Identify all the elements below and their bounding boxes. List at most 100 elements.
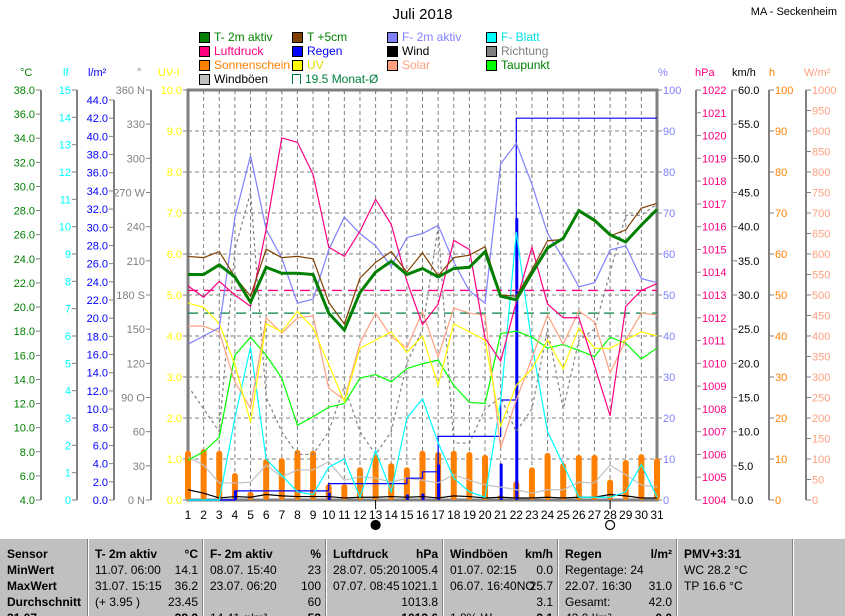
axis-tick-label: 9 [65, 249, 71, 261]
cell-value: 42.0 [648, 595, 672, 609]
statistics-table: Sensor MinWert MaxWert Durchschnitt 31.07. T-… [0, 538, 845, 616]
column-divider [326, 539, 327, 616]
axis-tick-label: 100 [812, 454, 830, 466]
sunshine-bar [482, 454, 489, 500]
axis-tick-label: 12.0 [14, 399, 35, 411]
legend-label: F- 2m aktiv [402, 30, 462, 44]
axis-tick-label: 18.0 [14, 326, 35, 338]
axis-tick-label: 25.0 [738, 324, 759, 336]
legend-swatch [199, 59, 210, 71]
column-divider [793, 539, 794, 616]
legend-label: 19.5 Monat-Ø [305, 72, 379, 86]
legend-item: Taupunkt [486, 58, 550, 72]
axis-unit-rain: l/m² [88, 67, 107, 79]
column-header: T- 2m aktiv [95, 547, 158, 561]
legend-label: Richtung [501, 44, 549, 58]
axis-tick-label: 30 [133, 461, 145, 473]
cell-label: 01.07. 02:15 [450, 563, 517, 577]
sunshine-bar [294, 449, 301, 500]
axis-unit-dir: ° [137, 67, 142, 79]
sunshine-bar [341, 484, 348, 500]
axis-tick-label: 24.0 [14, 254, 35, 266]
axis-tick-label: 360 N [116, 85, 145, 97]
x-tick-label: 8 [294, 508, 301, 522]
legend-item: Regen [292, 44, 342, 58]
column-header: PMV+3:31 [684, 547, 742, 561]
legend-label: Solar [402, 58, 431, 72]
legend-item: UV [292, 58, 324, 72]
series-line-richtung [187, 192, 658, 456]
axis-unit-temp: °C [20, 67, 33, 79]
axis-tick-label: 1006 [702, 449, 726, 461]
axis-tick-label: 0 [812, 495, 818, 507]
axis-tick-label: 20.0 [87, 313, 108, 325]
cell-label: (+ 3.95 ) [95, 595, 141, 609]
series-line-solar [188, 307, 658, 449]
axis-tick-label: 1014 [702, 267, 726, 279]
cell-value: 1013.8 [401, 595, 438, 609]
cell-label: Gesamt: [565, 595, 611, 609]
axis-tick-label: 22.0 [14, 278, 35, 290]
axis-tick-label: 4 [65, 386, 71, 398]
legend-item: Solar [387, 58, 430, 72]
x-tick-label: 20 [478, 508, 492, 522]
axis-tick-label: 6 [65, 331, 71, 343]
series-line-uv [187, 302, 658, 429]
axis-tick-label: 50 [775, 290, 787, 302]
cell-value: 1005.4 [401, 563, 438, 577]
sunshine-bar [466, 452, 473, 500]
column-header: F- 2m aktiv [210, 547, 273, 561]
cell-value: 1013.6 [333, 611, 438, 616]
series-line-f-blatt [188, 232, 658, 501]
axis-tick-label: 18.0 [87, 331, 108, 343]
axis-tick-label: 35.0 [738, 256, 759, 268]
axis-tick-label: 13 [59, 140, 71, 152]
axis-tick-label: 0 [663, 495, 669, 507]
legend-item: Luftdruck [199, 44, 263, 58]
axis-tick-label: 90 [775, 126, 787, 138]
axis-tick-label: 0 [65, 495, 71, 507]
axis-tick-label: 550 [812, 270, 830, 282]
axis-tick-label: 150 [812, 434, 830, 446]
axis-tick-label: 55.0 [738, 119, 759, 131]
axis-tick-label: 210 [127, 256, 145, 268]
axis-tick-label: 16.0 [87, 350, 108, 362]
legend-item: Sonnenschein [199, 58, 290, 72]
axis-tick-label: 3.0 [167, 372, 182, 384]
axis-tick-label: 850 [812, 147, 830, 159]
cell-value: 3.1 [450, 611, 553, 616]
axis-tick-label: 60 [663, 249, 675, 261]
axis-tick-label: 600 [812, 249, 830, 261]
legend-label: Taupunkt [501, 58, 550, 72]
axis-tick-label: 1016 [702, 222, 726, 234]
axis-tick-label: 26.0 [87, 259, 108, 271]
axis-tick-label: 1020 [702, 131, 726, 143]
axis-tick-label: 70 [775, 208, 787, 220]
axis-tick-label: 650 [812, 229, 830, 241]
legend-swatch [387, 59, 398, 71]
series-line-t-5cm [187, 202, 658, 326]
row-label: MaxWert [7, 579, 57, 593]
axis-tick-label: 34.0 [14, 133, 35, 145]
axis-tick-label: 10 [663, 454, 675, 466]
cell-label: 31.07. 15:15 [95, 579, 162, 593]
axis-tick-label: 30 [775, 372, 787, 384]
axis-tick-label: 450 [812, 311, 830, 323]
legend-swatch [199, 73, 210, 85]
axis-tick-label: 38.0 [14, 85, 35, 97]
axis-tick-label: 1.0 [167, 454, 182, 466]
axis-tick-label: 1012 [702, 313, 726, 325]
axis-tick-label: 10.0 [87, 404, 108, 416]
series-line-windb-en [187, 456, 658, 494]
x-tick-label: 25 [557, 508, 571, 522]
x-tick-label: 7 [278, 508, 285, 522]
axis-tick-label: 1019 [702, 153, 726, 165]
axis-unit-hum: % [658, 67, 668, 79]
column-header: Regen [565, 547, 602, 561]
axis-tick-label: 4.0 [20, 495, 35, 507]
axis-tick-label: 80 [663, 167, 675, 179]
axis-tick-label: 70 [663, 208, 675, 220]
column-unit: l/m² [650, 547, 672, 561]
legend-item: Wind [387, 44, 429, 58]
legend-item: T +5cm [292, 30, 347, 44]
